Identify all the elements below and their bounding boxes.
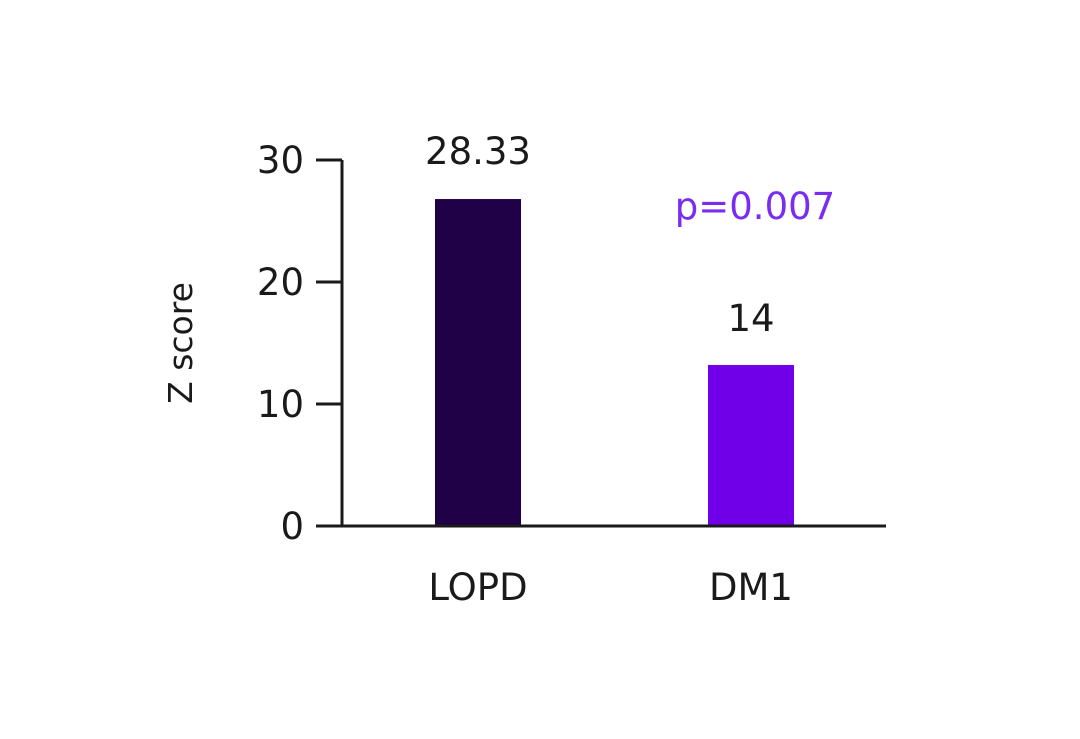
y-axis-label: Z score [161,282,200,404]
y-tick-label: 30 [257,139,304,182]
category-label-lopd: LOPD [428,566,527,609]
y-axis-ticks: 0 10 20 30 [257,139,342,548]
bar-dm1 [708,364,794,526]
value-label-lopd: 28.33 [425,130,531,173]
bars-group [435,199,794,527]
value-labels-group: 28.33 14 [425,130,775,340]
category-label-dm1: DM1 [709,566,793,609]
y-tick-label: 10 [257,383,304,426]
category-labels-group: LOPD DM1 [428,566,793,609]
value-label-dm1: 14 [727,297,774,340]
bar-lopd [435,199,521,527]
p-value-annotation: p=0.007 [675,185,835,228]
y-tick-label: 0 [280,505,304,548]
y-tick-label: 20 [257,261,304,304]
